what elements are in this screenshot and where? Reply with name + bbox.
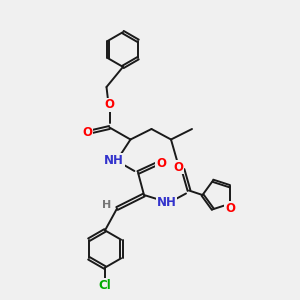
- Text: O: O: [156, 157, 166, 170]
- Text: H: H: [102, 200, 111, 211]
- Text: O: O: [82, 125, 93, 139]
- Text: NH: NH: [157, 196, 176, 209]
- Text: O: O: [225, 202, 235, 214]
- Text: NH: NH: [104, 154, 124, 167]
- Text: O: O: [173, 160, 184, 174]
- Text: Cl: Cl: [99, 279, 111, 292]
- Text: O: O: [104, 98, 115, 112]
